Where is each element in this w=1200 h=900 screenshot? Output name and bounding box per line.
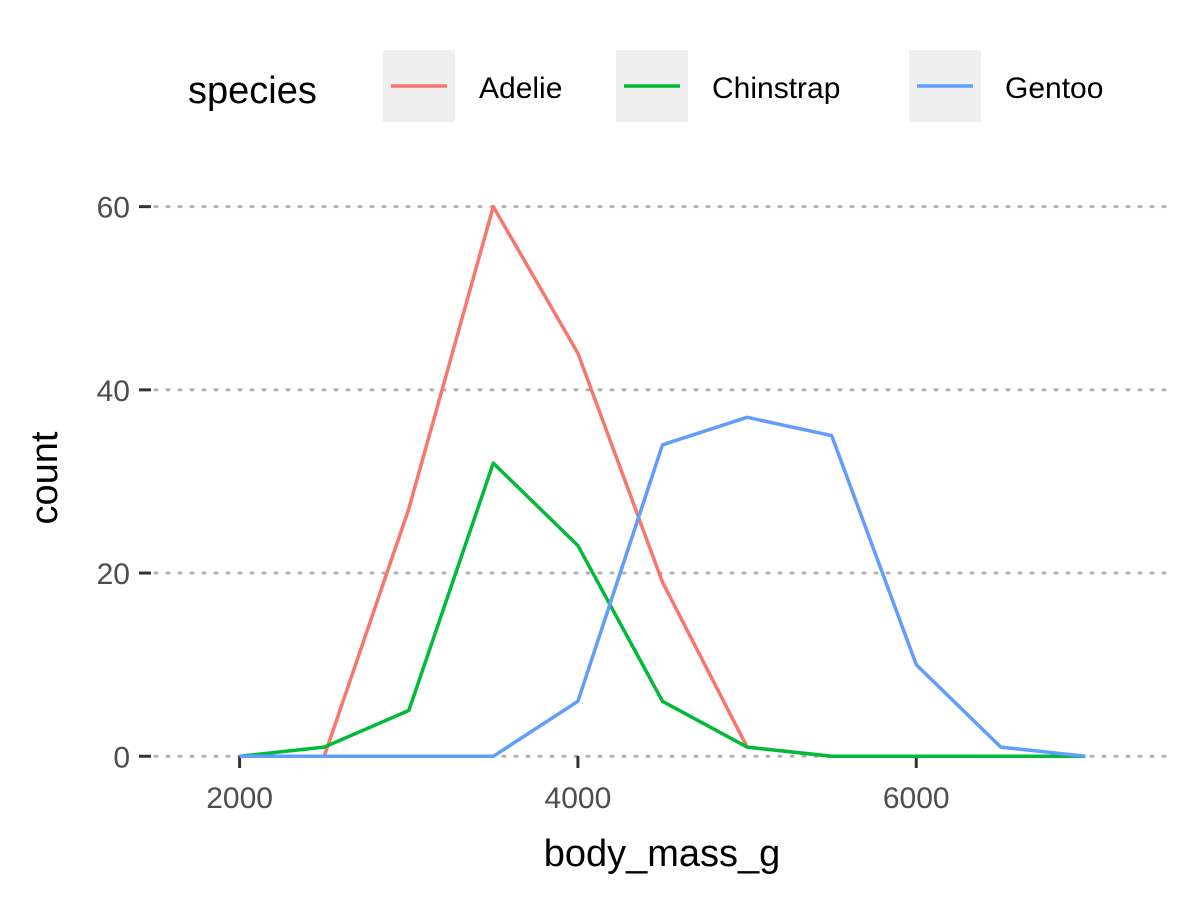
y-tick-label: 20	[97, 558, 130, 591]
legend-label-adelie: Adelie	[479, 72, 562, 105]
x-tick-label: 4000	[545, 782, 612, 815]
y-axis-title: count	[24, 431, 66, 524]
gridlines	[153, 205, 1172, 758]
series-line-chinstrap	[239, 461, 1086, 759]
x-tick-label: 2000	[206, 782, 273, 815]
y-tick-label: 60	[97, 192, 130, 225]
x-tick-label: 6000	[883, 782, 950, 815]
y-tick-label: 40	[97, 375, 130, 408]
y-axis: 0 20 40 60	[97, 192, 151, 774]
legend: species Adelie Chinstrap Gentoo	[188, 50, 1103, 122]
legend-title: species	[188, 70, 317, 112]
legend-label-chinstrap: Chinstrap	[712, 72, 840, 105]
legend-label-gentoo: Gentoo	[1005, 72, 1103, 105]
y-tick-label: 0	[113, 741, 130, 774]
series-line-gentoo	[239, 415, 1086, 759]
series-lines	[239, 204, 1086, 759]
x-axis: 2000 4000 6000	[206, 756, 950, 815]
series-line-adelie	[239, 204, 1086, 759]
x-axis-title: body_mass_g	[544, 833, 781, 875]
